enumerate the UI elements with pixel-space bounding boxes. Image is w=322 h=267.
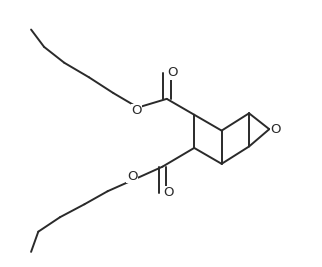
Text: O: O [131,104,142,117]
Text: O: O [270,123,281,136]
Text: O: O [163,186,174,199]
Text: O: O [167,66,178,79]
Text: O: O [127,170,137,183]
